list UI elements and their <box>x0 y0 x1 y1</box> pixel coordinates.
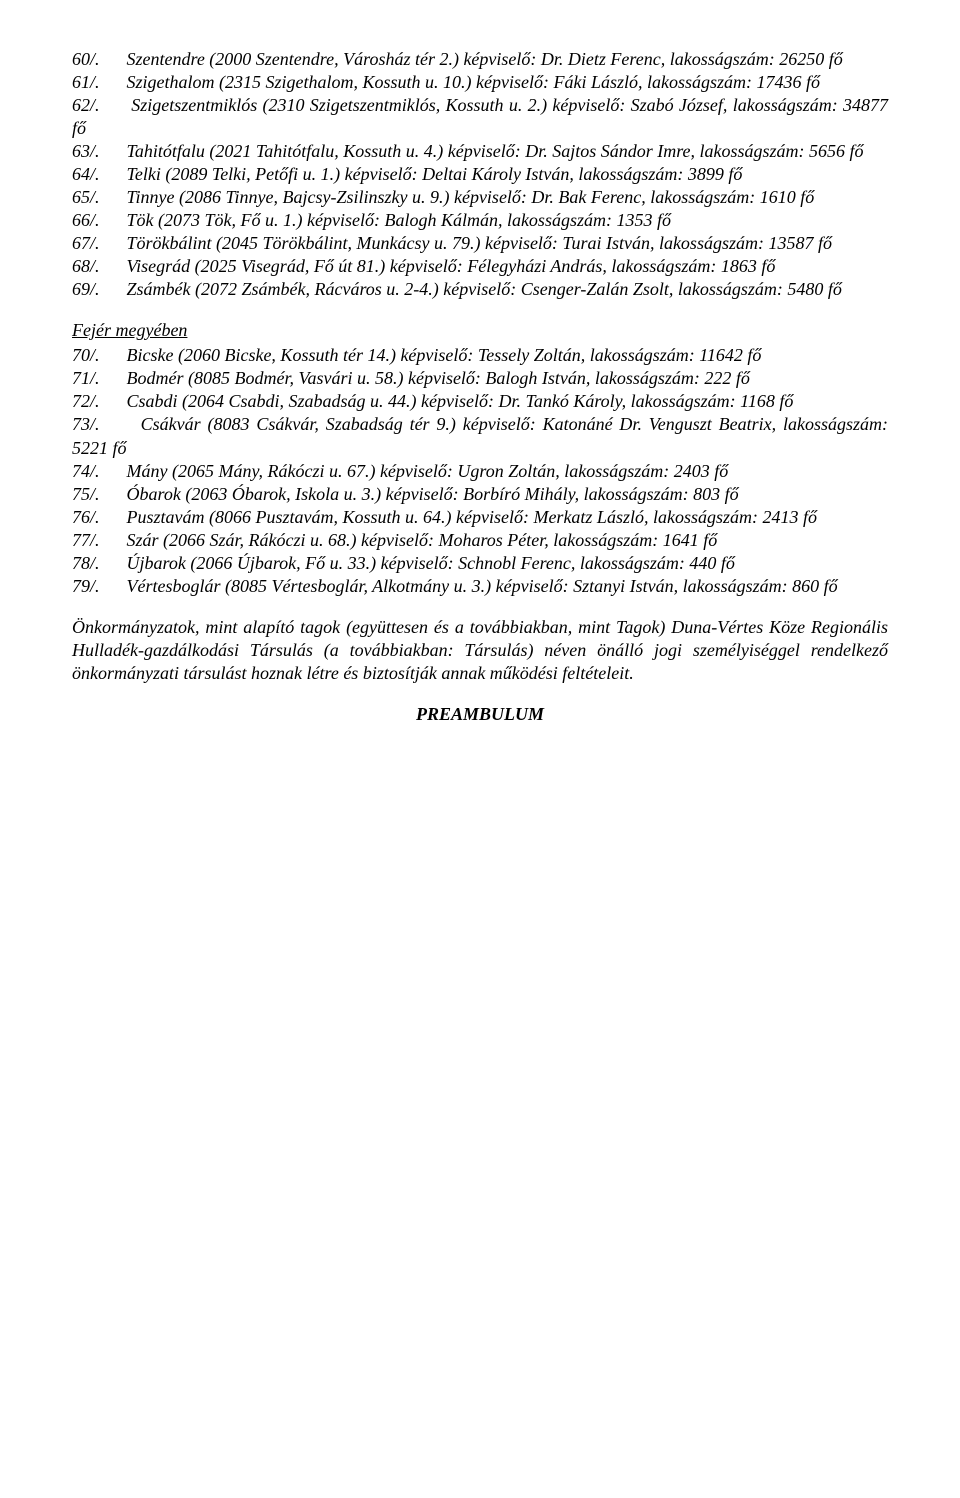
list-entry: 76/. Pusztavám (8066 Pusztavám, Kossuth … <box>72 506 888 529</box>
list-entry: 75/. Óbarok (2063 Óbarok, Iskola u. 3.) … <box>72 483 888 506</box>
list-entry: 66/. Tök (2073 Tök, Fő u. 1.) képviselő:… <box>72 209 888 232</box>
list-entry: 64/. Telki (2089 Telki, Petőfi u. 1.) ké… <box>72 163 888 186</box>
list-entry: 62/. Szigetszentmiklós (2310 Szigetszent… <box>72 94 888 140</box>
list-entry: 73/. Csákvár (8083 Csákvár, Szabadság té… <box>72 413 888 459</box>
list-entry: 60/. Szentendre (2000 Szentendre, Városh… <box>72 48 888 71</box>
closing-paragraph: Önkormányzatok, mint alapító tagok (együ… <box>72 616 888 685</box>
list-entry: 63/. Tahitótfalu (2021 Tahitótfalu, Koss… <box>72 140 888 163</box>
section-heading-fejer: Fejér megyében <box>72 319 888 342</box>
list-entry: 68/. Visegrád (2025 Visegrád, Fő út 81.)… <box>72 255 888 278</box>
list-entry: 65/. Tinnye (2086 Tinnye, Bajcsy-Zsilins… <box>72 186 888 209</box>
list-entry: 61/. Szigethalom (2315 Szigethalom, Koss… <box>72 71 888 94</box>
entry-list-2: 70/. Bicske (2060 Bicske, Kossuth tér 14… <box>72 344 888 597</box>
list-entry: 72/. Csabdi (2064 Csabdi, Szabadság u. 4… <box>72 390 888 413</box>
preambulum-heading: PREAMBULUM <box>72 703 888 726</box>
entry-list-1: 60/. Szentendre (2000 Szentendre, Városh… <box>72 48 888 301</box>
list-entry: 71/. Bodmér (8085 Bodmér, Vasvári u. 58.… <box>72 367 888 390</box>
list-entry: 78/. Újbarok (2066 Újbarok, Fő u. 33.) k… <box>72 552 888 575</box>
list-entry: 70/. Bicske (2060 Bicske, Kossuth tér 14… <box>72 344 888 367</box>
list-entry: 69/. Zsámbék (2072 Zsámbék, Rácváros u. … <box>72 278 888 301</box>
list-entry: 79/. Vértesboglár (8085 Vértesboglár, Al… <box>72 575 888 598</box>
list-entry: 77/. Szár (2066 Szár, Rákóczi u. 68.) ké… <box>72 529 888 552</box>
list-entry: 67/. Törökbálint (2045 Törökbálint, Munk… <box>72 232 888 255</box>
list-entry: 74/. Mány (2065 Mány, Rákóczi u. 67.) ké… <box>72 460 888 483</box>
